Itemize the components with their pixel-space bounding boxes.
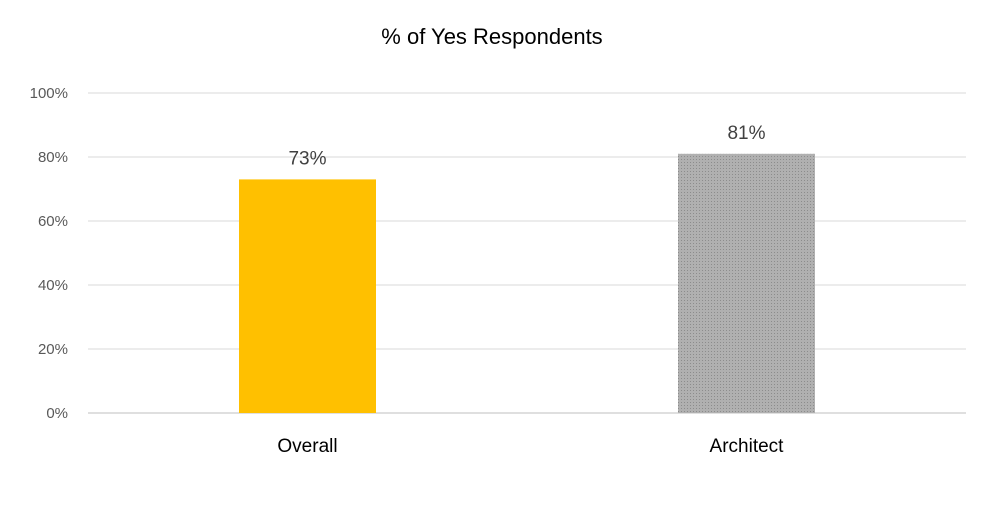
y-tick-label: 0% bbox=[46, 405, 68, 422]
bar-architect bbox=[678, 153, 815, 414]
bars bbox=[239, 153, 815, 414]
category-label-overall: Overall bbox=[277, 436, 337, 457]
y-tick-label: 20% bbox=[38, 341, 68, 358]
gridlines bbox=[88, 92, 966, 414]
chart-title: % of Yes Respondents bbox=[381, 24, 602, 49]
y-tick-label: 100% bbox=[30, 85, 68, 102]
y-tick-label: 60% bbox=[38, 213, 68, 230]
y-tick-label: 80% bbox=[38, 149, 68, 166]
y-tick-label: 40% bbox=[38, 277, 68, 294]
data-label-overall: 73% bbox=[288, 148, 326, 169]
bar-overall bbox=[239, 179, 376, 413]
x-axis-categories: Overall Architect bbox=[277, 436, 784, 457]
y-axis-ticks: 0% 20% 40% 60% 80% 100% bbox=[30, 85, 68, 422]
data-labels: 73% 81% bbox=[288, 123, 765, 170]
category-label-architect: Architect bbox=[710, 436, 785, 457]
data-label-architect: 81% bbox=[727, 123, 765, 144]
